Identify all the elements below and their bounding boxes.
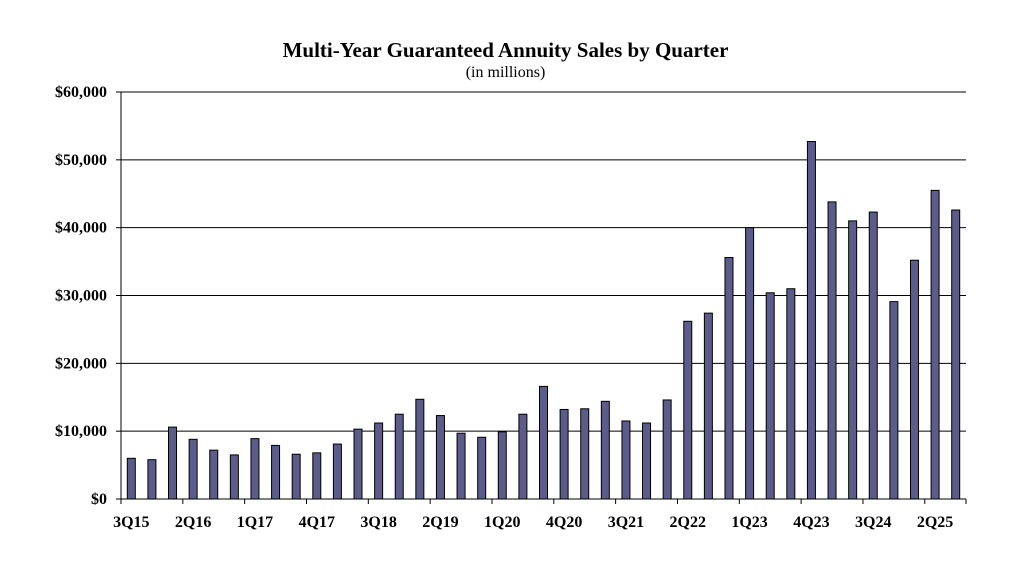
x-tick-label: 4Q23: [793, 514, 829, 531]
bar-4Q20: [559, 408, 569, 500]
bar-1Q23: [745, 227, 755, 500]
bar-2Q22: [683, 320, 693, 500]
bar-1Q21: [580, 408, 590, 500]
bar-4Q21: [642, 422, 652, 500]
bar-4Q22: [724, 257, 734, 500]
bar-4Q15: [147, 459, 157, 500]
bar-4Q16: [229, 454, 239, 500]
bar-4Q24: [889, 301, 899, 500]
x-tick-label: 1Q17: [237, 514, 273, 531]
tick-labels: $0 $10,000 $20,000 $30,000 $40,000 $50,000 $60…: [55, 84, 953, 531]
bar-2Q18: [353, 428, 363, 500]
x-tick-label: 2Q19: [422, 514, 458, 531]
x-tick-label: 1Q20: [484, 514, 520, 531]
y-tick-label: $60,000: [55, 84, 107, 101]
bar-1Q18: [332, 443, 342, 500]
bar-3Q18: [374, 422, 384, 500]
bar-3Q17: [291, 453, 301, 500]
x-tick-label: 4Q20: [546, 514, 582, 531]
bar-2Q17: [271, 444, 281, 500]
bar-2Q20: [518, 413, 528, 500]
bar-3Q15: [126, 457, 136, 500]
gridlines: [121, 91, 966, 432]
bar-2Q25: [930, 189, 940, 500]
bar-2Q21: [600, 400, 610, 500]
bar-4Q23: [806, 141, 816, 500]
bar-1Q25: [909, 259, 919, 500]
y-tick-label: $10,000: [55, 423, 107, 440]
bar-2Q16: [188, 438, 198, 500]
x-tick-label: 3Q24: [855, 514, 891, 531]
bar-1Q17: [250, 438, 260, 500]
bar-3Q24: [868, 211, 878, 500]
y-tick-label: $40,000: [55, 220, 107, 237]
x-tick-label: 1Q23: [731, 514, 767, 531]
y-tick-label: $0: [91, 491, 107, 508]
bars: [126, 141, 961, 500]
bar-1Q24: [827, 201, 837, 500]
bar-1Q19: [415, 398, 425, 500]
bar-4Q18: [394, 413, 404, 500]
x-tick-label: 2Q16: [175, 514, 211, 531]
bar-3Q16: [209, 449, 219, 500]
bar-1Q16: [168, 426, 178, 500]
bar-2Q24: [848, 220, 858, 500]
bar-4Q19: [477, 436, 487, 500]
bar-3Q23: [786, 288, 796, 500]
y-tick-label: $50,000: [55, 152, 107, 169]
bar-3Q21: [621, 420, 631, 500]
y-tick-label: $20,000: [55, 355, 107, 372]
axes: [116, 91, 967, 504]
bar-3Q25: [951, 209, 961, 500]
x-tick-label: 2Q22: [670, 514, 706, 531]
x-tick-label: 4Q17: [299, 514, 335, 531]
chart-title: Multi-Year Guaranteed Annuity Sales by Q…: [282, 38, 729, 62]
bar-3Q20: [539, 385, 548, 500]
bar-1Q22: [662, 399, 672, 500]
bar-4Q17: [312, 452, 322, 500]
chart-subtitle: (in millions): [465, 64, 546, 81]
bar-2Q23: [765, 292, 775, 500]
bar-3Q22: [703, 312, 713, 500]
bar-3Q19: [456, 432, 466, 500]
bar-1Q20: [497, 431, 507, 500]
x-tick-label: 3Q21: [608, 514, 644, 531]
x-tick-label: 3Q18: [360, 514, 396, 531]
bar-2Q19: [435, 415, 445, 500]
x-tick-label: 3Q15: [113, 514, 149, 531]
x-tick-label: 2Q25: [917, 514, 953, 531]
y-tick-label: $30,000: [55, 288, 107, 305]
